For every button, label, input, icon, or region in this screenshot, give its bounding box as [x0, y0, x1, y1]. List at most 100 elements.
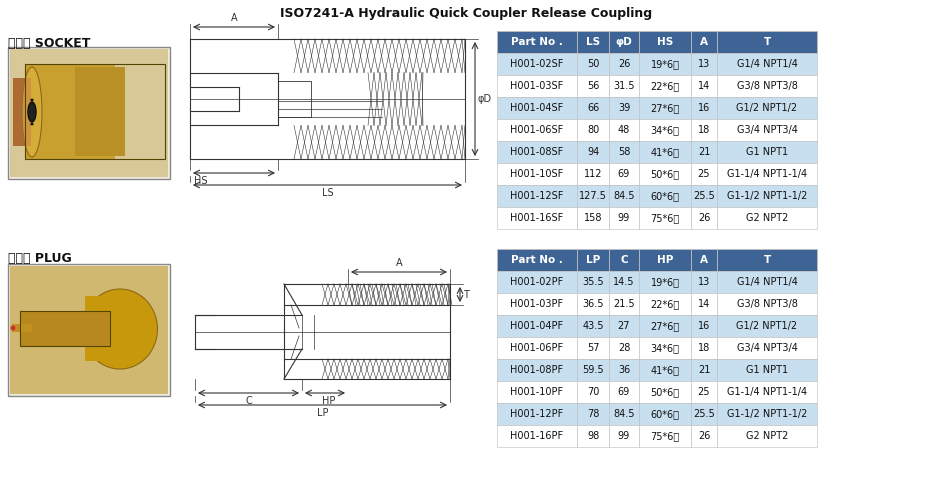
Bar: [717, 425, 817, 447]
Text: 25.5: 25.5: [693, 409, 715, 419]
Bar: [497, 425, 577, 447]
Bar: [497, 359, 577, 381]
Bar: [577, 293, 609, 315]
Text: T: T: [763, 37, 771, 47]
Text: G3/8 NPT3/8: G3/8 NPT3/8: [736, 81, 798, 91]
Bar: [577, 271, 609, 293]
Ellipse shape: [31, 122, 34, 125]
Bar: [25, 64, 115, 159]
Text: H001-08SF: H001-08SF: [511, 147, 564, 157]
Bar: [639, 185, 691, 207]
Bar: [8, 264, 170, 396]
Bar: [717, 97, 817, 119]
Text: Part No .: Part No .: [511, 255, 563, 265]
Text: 18: 18: [698, 125, 710, 135]
Text: G1 NPT1: G1 NPT1: [746, 147, 788, 157]
Bar: [639, 403, 691, 425]
Text: LS: LS: [322, 188, 334, 198]
Bar: [577, 97, 609, 119]
Text: 14: 14: [698, 299, 710, 309]
Bar: [577, 31, 609, 53]
Text: 19*6角: 19*6角: [651, 59, 679, 69]
Bar: [639, 293, 691, 315]
Bar: [497, 271, 577, 293]
Text: 27*6角: 27*6角: [651, 321, 679, 331]
Bar: [639, 359, 691, 381]
Bar: [577, 53, 609, 75]
Bar: [497, 403, 577, 425]
Text: Part No .: Part No .: [511, 37, 563, 47]
Text: G1/4 NPT1/4: G1/4 NPT1/4: [736, 59, 798, 69]
Bar: [497, 381, 577, 403]
Bar: [497, 97, 577, 119]
Text: LS: LS: [586, 37, 600, 47]
Text: H001-06PF: H001-06PF: [511, 343, 564, 353]
Text: 50: 50: [587, 59, 599, 69]
Bar: [691, 75, 717, 97]
Text: C: C: [245, 396, 252, 406]
Bar: [717, 381, 817, 403]
Bar: [497, 185, 577, 207]
Bar: [717, 249, 817, 271]
Text: LP: LP: [317, 408, 328, 418]
Text: 13: 13: [698, 59, 710, 69]
Bar: [497, 207, 577, 229]
Bar: [691, 249, 717, 271]
Text: LP: LP: [586, 255, 600, 265]
Bar: [691, 359, 717, 381]
Text: 50*6角: 50*6角: [651, 169, 679, 179]
Text: H001-12PF: H001-12PF: [511, 409, 564, 419]
Bar: [609, 185, 639, 207]
Text: 16: 16: [698, 103, 710, 113]
Bar: [75, 67, 125, 156]
Bar: [609, 359, 639, 381]
Bar: [577, 381, 609, 403]
Bar: [609, 97, 639, 119]
Text: G1 NPT1: G1 NPT1: [746, 365, 788, 375]
Text: H001-08PF: H001-08PF: [511, 365, 564, 375]
Text: 14: 14: [698, 81, 710, 91]
Bar: [691, 425, 717, 447]
Bar: [691, 119, 717, 141]
Text: 98: 98: [587, 431, 599, 441]
Ellipse shape: [83, 289, 158, 369]
Bar: [639, 425, 691, 447]
Text: 99: 99: [618, 431, 630, 441]
Text: 70: 70: [587, 387, 599, 397]
Text: H001-04PF: H001-04PF: [511, 321, 564, 331]
Bar: [639, 75, 691, 97]
Bar: [691, 163, 717, 185]
Text: H001-03PF: H001-03PF: [511, 299, 564, 309]
Text: 66: 66: [587, 103, 599, 113]
Bar: [609, 249, 639, 271]
Bar: [577, 359, 609, 381]
Text: G3/8 NPT3/8: G3/8 NPT3/8: [736, 299, 798, 309]
Text: 25.5: 25.5: [693, 191, 715, 201]
Bar: [577, 403, 609, 425]
Text: 158: 158: [583, 213, 602, 223]
Bar: [577, 249, 609, 271]
Bar: [497, 163, 577, 185]
Bar: [609, 315, 639, 337]
Text: ISO7241-A Hydraulic Quick Coupler Release Coupling: ISO7241-A Hydraulic Quick Coupler Releas…: [280, 7, 652, 20]
Text: 36.5: 36.5: [582, 299, 604, 309]
Text: 28: 28: [618, 343, 630, 353]
Text: A: A: [700, 37, 708, 47]
Text: 69: 69: [618, 387, 630, 397]
Bar: [497, 293, 577, 315]
Text: 27*6角: 27*6角: [651, 103, 679, 113]
Bar: [278, 81, 311, 117]
Bar: [609, 425, 639, 447]
Text: G1/4 NPT1/4: G1/4 NPT1/4: [736, 277, 798, 287]
Bar: [497, 31, 577, 53]
Text: 21.5: 21.5: [613, 299, 635, 309]
Text: H001-03SF: H001-03SF: [511, 81, 564, 91]
Text: 34*6角: 34*6角: [651, 125, 679, 135]
Bar: [639, 249, 691, 271]
Text: H001-10SF: H001-10SF: [511, 169, 564, 179]
Text: 36: 36: [618, 365, 630, 375]
Bar: [691, 53, 717, 75]
Text: 56: 56: [587, 81, 599, 91]
Bar: [639, 119, 691, 141]
Text: φD: φD: [616, 37, 633, 47]
